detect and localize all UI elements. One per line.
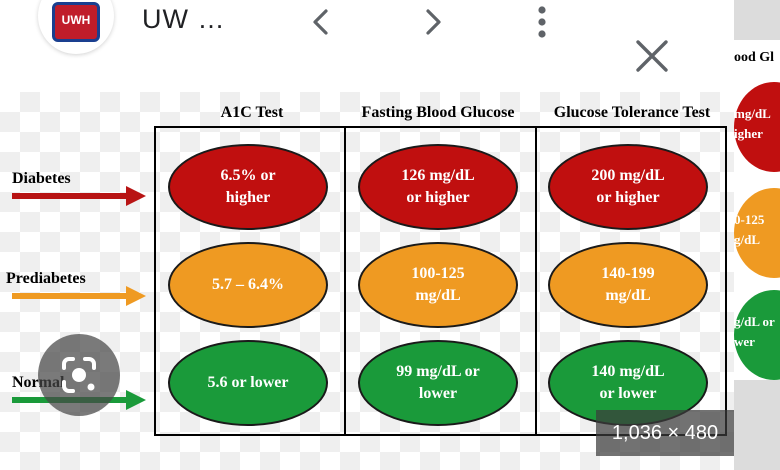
site-logo[interactable]: UWH bbox=[38, 0, 114, 54]
more-options-button[interactable] bbox=[526, 6, 558, 38]
viewer-header: UWH UW … bbox=[0, 0, 734, 80]
close-icon bbox=[636, 40, 668, 72]
uwh-logo-icon: UWH bbox=[52, 2, 100, 42]
chart-grid bbox=[154, 126, 727, 436]
previous-button[interactable] bbox=[306, 6, 338, 38]
next-button[interactable] bbox=[416, 6, 448, 38]
peek-title: ood Gl bbox=[734, 50, 775, 65]
grid-divider bbox=[535, 126, 537, 436]
chevron-left-icon bbox=[313, 9, 328, 35]
peek-oval-green: g/dL or wer bbox=[734, 290, 780, 380]
image-viewer-panel: UWH UW … A1C Test Fasting Blood Glucose … bbox=[0, 0, 734, 470]
value-diabetes-tolerance: 200 mg/dL or higher bbox=[548, 144, 708, 230]
chevron-right-icon bbox=[426, 9, 441, 35]
camera-lens-icon bbox=[62, 357, 96, 393]
peek-oval-red: mg/dL igher bbox=[734, 82, 780, 172]
more-vert-icon bbox=[538, 6, 546, 38]
value-diabetes-fasting: 126 mg/dL or higher bbox=[358, 144, 518, 230]
value-normal-a1c: 5.6 or lower bbox=[168, 340, 328, 426]
row-label-diabetes: Diabetes bbox=[12, 170, 71, 187]
arrow-diabetes bbox=[12, 186, 148, 206]
site-title[interactable]: UW … bbox=[142, 4, 226, 34]
column-header-tolerance: Glucose Tolerance Test bbox=[553, 104, 711, 121]
value-diabetes-a1c: 6.5% or higher bbox=[168, 144, 328, 230]
row-label-prediabetes: Prediabetes bbox=[6, 270, 86, 287]
grid-divider bbox=[344, 126, 346, 436]
adjacent-result-peek[interactable]: ood Gl mg/dL igher 0-125 g/dL g/dL or we… bbox=[734, 40, 780, 380]
value-normal-fasting: 99 mg/dL or lower bbox=[358, 340, 518, 426]
preview-image[interactable]: A1C Test Fasting Blood Glucose Glucose T… bbox=[0, 92, 734, 470]
value-prediabetes-a1c: 5.7 – 6.4% bbox=[168, 242, 328, 328]
lens-search-button[interactable] bbox=[38, 334, 120, 416]
image-dimensions-badge: 1,036 × 480 bbox=[596, 410, 734, 456]
close-button[interactable] bbox=[632, 36, 672, 76]
column-header-a1c: A1C Test bbox=[220, 104, 284, 121]
column-header-fasting: Fasting Blood Glucose bbox=[361, 104, 515, 121]
value-prediabetes-tolerance: 140-199 mg/dL bbox=[548, 242, 708, 328]
logo-text: UWH bbox=[61, 13, 91, 27]
peek-oval-orange: 0-125 g/dL bbox=[734, 188, 780, 278]
arrow-prediabetes bbox=[12, 286, 148, 306]
value-prediabetes-fasting: 100-125 mg/dL bbox=[358, 242, 518, 328]
